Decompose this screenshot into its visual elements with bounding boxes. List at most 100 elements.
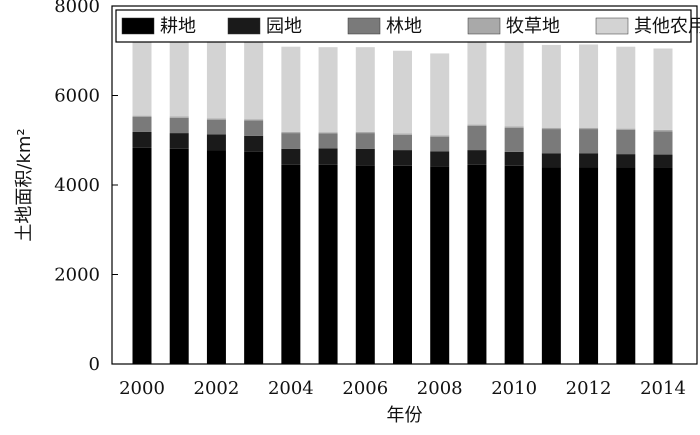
bar-segment-2013-series-0 — [616, 167, 636, 364]
bar-segment-2012-series-0 — [579, 167, 599, 364]
bar-segment-2010-series-3 — [504, 126, 524, 128]
bar-segment-2004-series-1 — [281, 148, 301, 165]
bar-segment-2008-series-1 — [430, 151, 450, 167]
y-axis-title: 土地面积/km² — [14, 128, 35, 241]
bar-segment-2012-series-4 — [579, 44, 599, 128]
bar-segment-2008-series-2 — [430, 136, 450, 152]
bar-segment-2007-series-2 — [393, 134, 412, 151]
bar-segment-2006-series-3 — [355, 131, 375, 134]
bar-segment-2001-series-0 — [169, 148, 189, 364]
bar-segment-2013-series-1 — [616, 154, 636, 168]
bar-segment-2010-series-4 — [504, 42, 524, 127]
bar-segment-2006-series-1 — [355, 148, 375, 166]
bar-segment-2007-series-3 — [393, 133, 412, 135]
bar-segment-2003-series-3 — [244, 119, 264, 121]
bar-segment-2006-series-4 — [355, 47, 375, 132]
legend-swatch-1 — [227, 17, 261, 35]
x-tick-label: 2012 — [566, 378, 612, 399]
legend-swatch-0 — [121, 17, 155, 35]
bar-segment-2002-series-0 — [206, 150, 226, 364]
bar-segment-2014-series-1 — [653, 154, 673, 168]
bar-segment-2005-series-0 — [318, 164, 338, 364]
x-tick-label: 2004 — [268, 378, 314, 399]
bar-segment-2006-series-0 — [355, 165, 375, 364]
bar-segment-2010-series-2 — [504, 127, 524, 152]
bar-segment-2005-series-3 — [318, 132, 338, 134]
bar-segment-2012-series-3 — [579, 127, 599, 130]
bar-segment-2004-series-3 — [281, 131, 301, 134]
bars-layer — [132, 38, 673, 364]
bar-segment-2001-series-2 — [169, 117, 189, 134]
x-tick-label: 2010 — [491, 378, 537, 399]
x-tick-label: 2000 — [119, 378, 165, 399]
bar-segment-2011-series-1 — [541, 153, 561, 168]
bar-segment-2003-series-1 — [244, 135, 264, 152]
bar-segment-2012-series-2 — [579, 129, 599, 154]
legend-label-0: 耕地 — [160, 16, 196, 37]
x-axis-title: 年份 — [387, 405, 423, 426]
x-tick-label: 2008 — [417, 378, 463, 399]
bar-segment-2004-series-2 — [281, 133, 301, 149]
bar-segment-2011-series-2 — [541, 129, 561, 154]
bar-segment-2006-series-2 — [355, 133, 375, 149]
y-tick-label: 4000 — [54, 175, 100, 196]
bar-segment-2001-series-1 — [169, 133, 189, 149]
bar-segment-2009-series-2 — [467, 125, 487, 151]
legend-swatch-4 — [595, 17, 629, 35]
bar-segment-2001-series-4 — [169, 38, 189, 117]
bar-segment-2008-series-0 — [430, 166, 450, 364]
bar-segment-2004-series-4 — [281, 46, 301, 132]
bar-segment-2013-series-3 — [616, 128, 636, 130]
legend-box — [115, 9, 692, 43]
bar-segment-2005-series-4 — [318, 47, 338, 133]
bar-segment-2000-series-2 — [132, 116, 152, 132]
x-axis: 2000 2002 2004 2006 2008 2010 2012 2014 — [119, 358, 686, 399]
bar-segment-2014-series-0 — [653, 168, 673, 364]
bar-segment-2000-series-1 — [132, 131, 152, 148]
bar-segment-2009-series-1 — [467, 150, 487, 165]
bar-segment-2007-series-4 — [393, 50, 412, 134]
bar-segment-2013-series-4 — [616, 46, 636, 129]
bar-segment-2014-series-3 — [653, 129, 673, 132]
legend: 耕地 园地 林地 牧草地 其他农用地 — [115, 9, 700, 43]
y-axis: 0 2000 4000 6000 8000 — [54, 0, 118, 375]
bar-segment-2011-series-3 — [541, 127, 561, 130]
y-tick-label: 6000 — [54, 86, 100, 107]
bar-segment-2000-series-3 — [132, 115, 152, 117]
x-tick-label: 2006 — [342, 378, 388, 399]
bar-segment-2013-series-2 — [616, 129, 636, 155]
bar-segment-2001-series-3 — [169, 116, 189, 118]
bar-segment-2014-series-2 — [653, 131, 673, 155]
bar-segment-2005-series-2 — [318, 133, 338, 149]
legend-label-3: 牧草地 — [506, 16, 560, 37]
bar-segment-2014-series-4 — [653, 48, 673, 130]
y-tick-label: 2000 — [54, 265, 100, 286]
legend-label-2: 林地 — [386, 16, 422, 37]
legend-label-1: 园地 — [266, 16, 302, 37]
bar-segment-2003-series-2 — [244, 120, 264, 136]
bar-segment-2008-series-3 — [430, 135, 450, 137]
legend-label-4: 其他农用地 — [634, 16, 700, 37]
bar-segment-2002-series-3 — [206, 118, 226, 120]
bar-segment-2012-series-1 — [579, 153, 599, 168]
bar-segment-2008-series-4 — [430, 53, 450, 136]
bar-segment-2000-series-4 — [132, 38, 152, 116]
x-tick-label: 2014 — [640, 378, 686, 399]
y-tick-label: 8000 — [54, 0, 100, 17]
bar-segment-2011-series-4 — [541, 44, 561, 128]
bar-segment-2007-series-0 — [393, 165, 412, 364]
bar-segment-2002-series-4 — [206, 41, 226, 119]
bar-segment-2004-series-0 — [281, 164, 301, 364]
bar-segment-2000-series-0 — [132, 147, 152, 364]
x-tick-label: 2002 — [194, 378, 240, 399]
y-tick-label: 0 — [89, 354, 100, 375]
bar-segment-2005-series-1 — [318, 148, 338, 165]
bar-segment-2011-series-0 — [541, 167, 561, 364]
legend-swatch-3 — [467, 17, 501, 35]
bar-segment-2002-series-2 — [206, 119, 226, 135]
bar-segment-2009-series-3 — [467, 124, 487, 126]
bar-segment-2010-series-0 — [504, 165, 524, 364]
bar-segment-2007-series-1 — [393, 150, 412, 166]
bar-segment-2003-series-4 — [244, 41, 264, 120]
